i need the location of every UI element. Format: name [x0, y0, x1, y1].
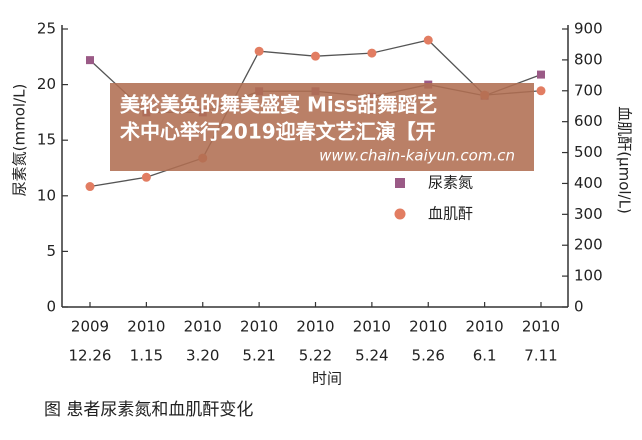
point: [536, 86, 546, 96]
banner-url: www.chain-kaiyun.com.cn: [319, 147, 515, 165]
x-tick-label: 2010: [240, 318, 278, 336]
y2-axis-label: 血肌酐(μmol/L): [616, 106, 634, 214]
y2-tick-label: 900: [574, 20, 603, 38]
y-axis-label: 尿素氮(mmol/L): [11, 84, 29, 197]
x-tick-label: 6.1: [473, 347, 497, 365]
point: [367, 48, 377, 58]
banner-text: 术中心举行2019迎春文艺汇演【开: [120, 120, 436, 144]
y2-tick-label: 400: [574, 174, 603, 192]
point: [537, 70, 545, 79]
x-tick-label: 2009: [71, 318, 109, 336]
x-tick-label: 5.26: [412, 347, 445, 365]
x-tick-label: 2010: [296, 318, 334, 336]
y2-tick-label: 0: [574, 298, 584, 316]
point: [86, 56, 94, 65]
point: [254, 46, 264, 56]
x-tick-label: 7.11: [524, 347, 557, 365]
point: [141, 172, 151, 182]
x-tick-label: 2010: [409, 318, 447, 336]
y-tick-label: 25: [37, 20, 56, 38]
x-tick-label: 2010: [184, 318, 222, 336]
y2-tick-label: 600: [574, 112, 603, 130]
x-tick-label: 5.24: [355, 347, 388, 365]
caption: 图 患者尿素氮和血肌酐变化: [44, 400, 253, 420]
y2-tick-label: 200: [574, 236, 603, 254]
x-tick-label: 2010: [353, 318, 391, 336]
x-tick-label: 3.20: [186, 347, 219, 365]
legend-marker: [395, 178, 405, 188]
y2-tick-label: 800: [574, 50, 603, 68]
y2-tick-label: 500: [574, 143, 603, 161]
x-tick-label: 2010: [522, 318, 560, 336]
y-tick-label: 0: [46, 298, 56, 316]
y-tick-label: 15: [37, 131, 56, 149]
x-tick-label: 5.21: [242, 347, 275, 365]
y-tick-label: 5: [46, 242, 56, 260]
banner: [110, 83, 534, 171]
y-tick-label: 20: [37, 75, 56, 93]
x-tick-label: 2010: [127, 318, 165, 336]
point: [311, 51, 320, 61]
point: [423, 35, 433, 45]
y2-tick-label: 100: [574, 267, 603, 285]
y-tick-label: 10: [37, 186, 56, 204]
point: [85, 182, 95, 192]
legend-label: 血肌酐: [428, 205, 473, 223]
x-tick-label: 12.26: [69, 347, 112, 365]
x-tick-label: 2010: [466, 318, 504, 336]
x-axis-label: 时间: [312, 370, 342, 388]
legend-label: 尿素氮: [428, 174, 473, 192]
y2-tick-label: 700: [574, 81, 603, 99]
x-tick-label: 5.22: [299, 347, 332, 365]
y2-tick-label: 300: [574, 205, 603, 223]
x-tick-label: 1.15: [130, 347, 163, 365]
banner-text: 美轮美奂的舞美盛宴 Miss甜舞蹈艺: [120, 93, 438, 117]
legend-marker: [394, 208, 406, 220]
